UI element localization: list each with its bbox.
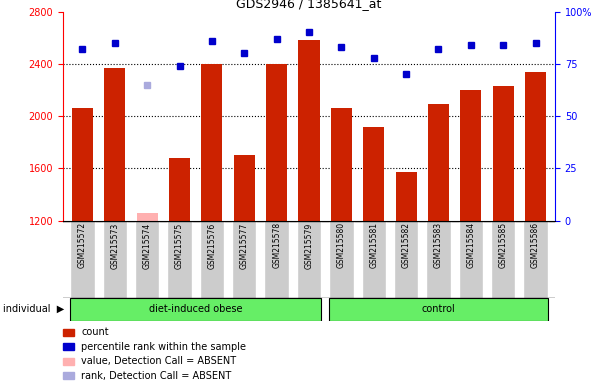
- Bar: [234, 156, 255, 221]
- Text: GSM215574: GSM215574: [143, 222, 152, 268]
- Bar: [523, 221, 548, 298]
- Text: GSM215576: GSM215576: [208, 222, 217, 268]
- Bar: [200, 221, 224, 298]
- Bar: [459, 221, 483, 298]
- Text: count: count: [81, 327, 109, 337]
- Bar: [232, 221, 256, 298]
- Bar: [428, 104, 449, 221]
- Text: diet-induced obese: diet-induced obese: [149, 304, 242, 314]
- Bar: [329, 221, 353, 298]
- Text: GSM215580: GSM215580: [337, 222, 346, 268]
- Text: percentile rank within the sample: percentile rank within the sample: [81, 342, 246, 352]
- Bar: [394, 221, 418, 298]
- Bar: [298, 40, 320, 221]
- Bar: [297, 221, 321, 298]
- Bar: [135, 221, 159, 298]
- Bar: [491, 221, 515, 298]
- Bar: [525, 72, 546, 221]
- Bar: [70, 221, 95, 298]
- Bar: [137, 213, 158, 221]
- Bar: [427, 221, 451, 298]
- Bar: [331, 108, 352, 221]
- Bar: [72, 108, 93, 221]
- Text: GSM215581: GSM215581: [369, 222, 378, 268]
- Text: GSM215577: GSM215577: [240, 222, 249, 268]
- Text: GSM215584: GSM215584: [466, 222, 475, 268]
- Bar: [329, 298, 548, 321]
- Text: GSM215583: GSM215583: [434, 222, 443, 268]
- Text: GSM215585: GSM215585: [499, 222, 508, 268]
- Text: GSM215579: GSM215579: [305, 222, 314, 268]
- Bar: [265, 221, 289, 298]
- Text: GSM215573: GSM215573: [110, 222, 119, 268]
- Text: individual  ▶: individual ▶: [3, 304, 64, 314]
- Bar: [169, 158, 190, 221]
- Bar: [362, 221, 386, 298]
- Bar: [395, 172, 416, 221]
- Text: rank, Detection Call = ABSENT: rank, Detection Call = ABSENT: [81, 371, 231, 381]
- Bar: [70, 298, 321, 321]
- Title: GDS2946 / 1385641_at: GDS2946 / 1385641_at: [236, 0, 382, 10]
- Bar: [167, 221, 191, 298]
- Bar: [460, 90, 481, 221]
- Text: control: control: [422, 304, 455, 314]
- Text: GSM215586: GSM215586: [531, 222, 540, 268]
- Bar: [202, 64, 223, 221]
- Text: GSM215582: GSM215582: [401, 222, 410, 268]
- Bar: [266, 64, 287, 221]
- Text: GSM215572: GSM215572: [78, 222, 87, 268]
- Bar: [104, 68, 125, 221]
- Bar: [103, 221, 127, 298]
- Text: value, Detection Call = ABSENT: value, Detection Call = ABSENT: [81, 356, 236, 366]
- Bar: [493, 86, 514, 221]
- Text: GSM215575: GSM215575: [175, 222, 184, 268]
- Bar: [363, 127, 384, 221]
- Text: GSM215578: GSM215578: [272, 222, 281, 268]
